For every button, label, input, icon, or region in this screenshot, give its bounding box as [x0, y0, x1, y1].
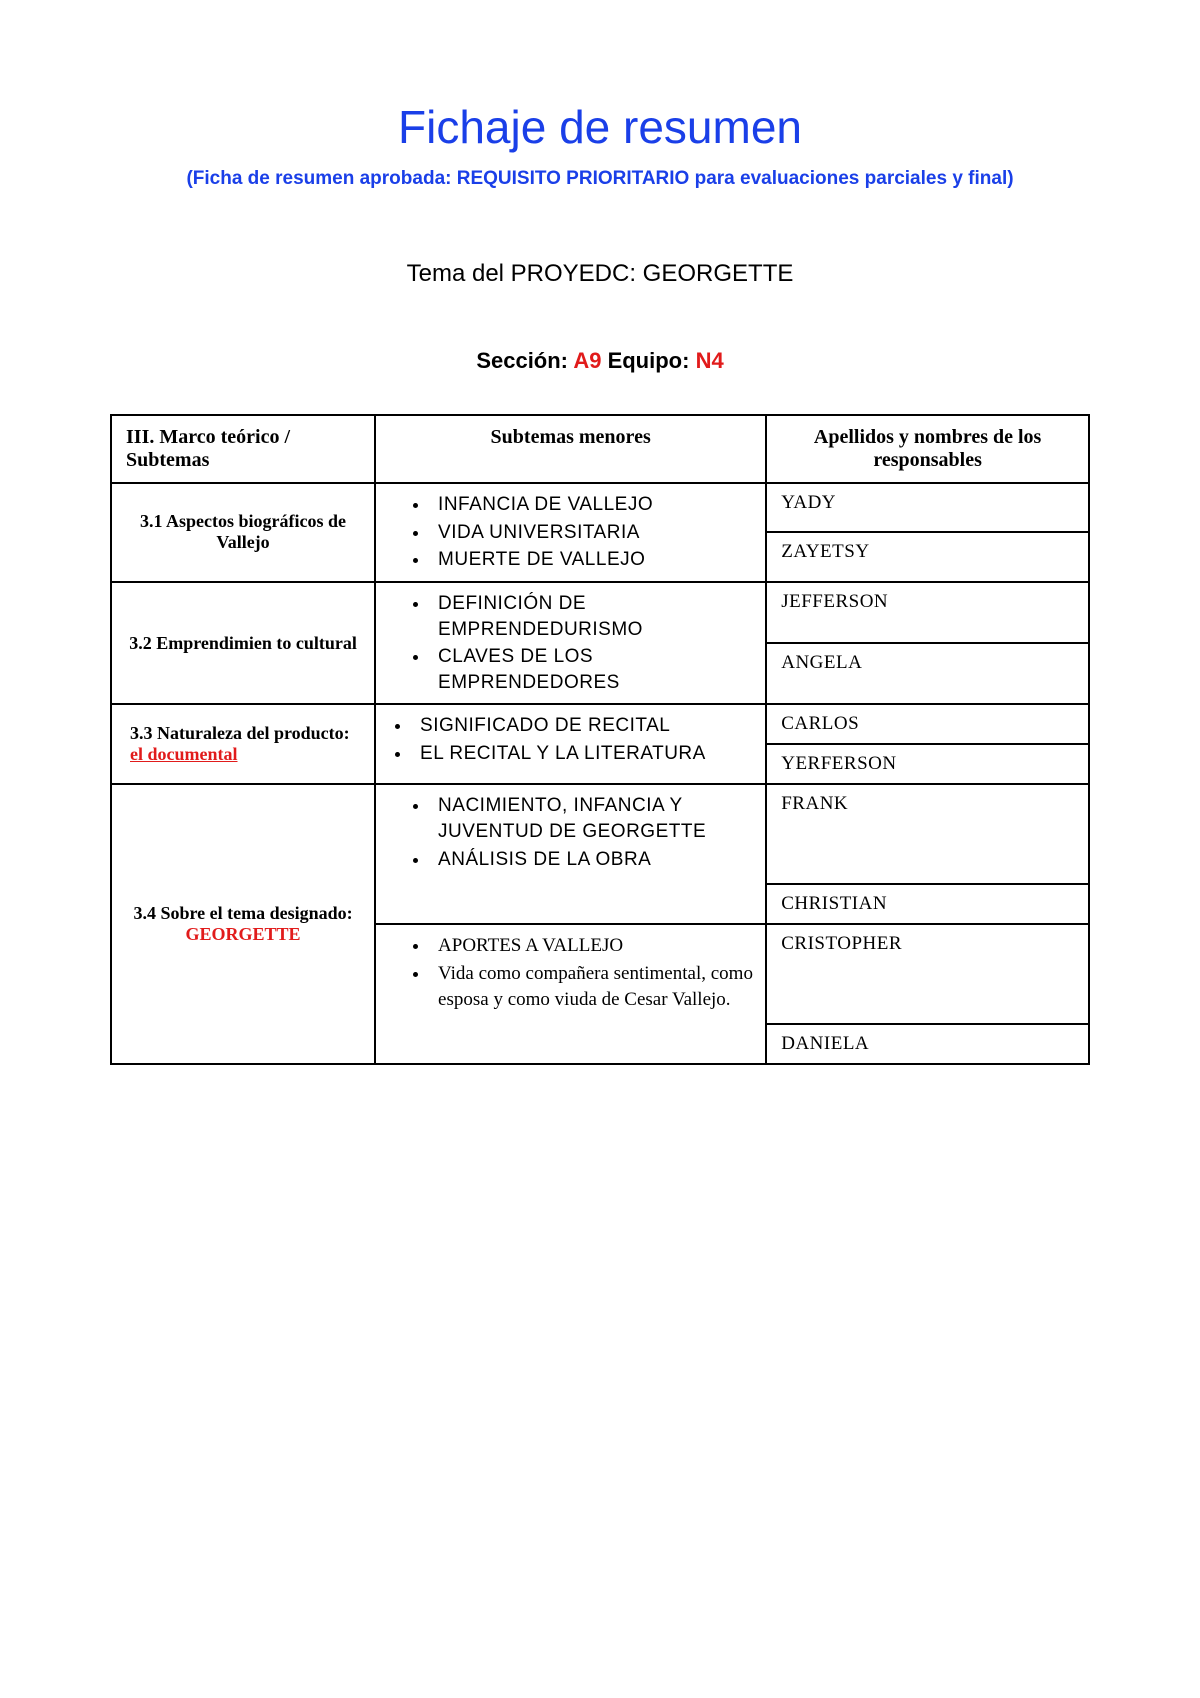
bullet-item: EL RECITAL Y LA LITERATURA [412, 741, 759, 767]
table-row: 3.4 Sobre el tema designado: GEORGETTE N… [111, 784, 1089, 884]
table-row: 3.3 Naturaleza del producto: el document… [111, 704, 1089, 744]
responsible-cell: ANGELA [766, 643, 1089, 704]
bullet-item: VIDA UNIVERSITARIA [430, 520, 755, 546]
bullet-list: INFANCIA DE VALLEJO VIDA UNIVERSITARIA M… [380, 492, 755, 573]
col-header-responsables: Apellidos y nombres de los responsables [766, 415, 1089, 483]
subthemes-cell: INFANCIA DE VALLEJO VIDA UNIVERSITARIA M… [375, 483, 766, 582]
subthemes-cell: DEFINICIÓN DE EMPRENDEDURISMO CLAVES DE … [375, 582, 766, 705]
responsible-cell: YERFERSON [766, 744, 1089, 784]
table-row: 3.1 Aspectos biográficos de Vallejo INFA… [111, 483, 1089, 532]
bullet-item: SIGNIFICADO DE RECITAL [412, 713, 759, 739]
bullet-item: DEFINICIÓN DE EMPRENDEDURISMO [430, 591, 755, 642]
team-label: Equipo: [608, 348, 690, 373]
responsible-cell: JEFFERSON [766, 582, 1089, 643]
bullet-item: INFANCIA DE VALLEJO [430, 492, 755, 518]
table-row: 3.2 Emprendimien to cultural DEFINICIÓN … [111, 582, 1089, 643]
subthemes-cell: APORTES A VALLEJO Vida como compañera se… [375, 924, 766, 1064]
subthemes-cell: NACIMIENTO, INFANCIA Y JUVENTUD DE GEORG… [375, 784, 766, 924]
bullet-item: ANÁLISIS DE LA OBRA [430, 847, 755, 873]
responsible-cell: YADY [766, 483, 1089, 532]
table-header-row: III. Marco teórico / Subtemas Subtemas m… [111, 415, 1089, 483]
row-label-3-2: 3.2 Emprendimien to cultural [111, 582, 375, 705]
col-header-menores: Subtemas menores [375, 415, 766, 483]
bullet-item: MUERTE DE VALLEJO [430, 547, 755, 573]
document-page: Fichaje de resumen (Ficha de resumen apr… [0, 0, 1200, 1145]
responsible-cell: DANIELA [766, 1024, 1089, 1064]
row-label-pre: 3.4 Sobre el tema designado: [133, 903, 352, 923]
bullet-list: SIGNIFICADO DE RECITAL EL RECITAL Y LA L… [376, 713, 759, 766]
responsible-cell: FRANK [766, 784, 1089, 884]
bullet-item: CLAVES DE LOS EMPRENDEDORES [430, 644, 755, 695]
team-value: N4 [696, 348, 724, 373]
responsible-cell: CARLOS [766, 704, 1089, 744]
project-topic: Tema del PROYEDC: GEORGETTE [110, 260, 1090, 288]
row-label-3-4: 3.4 Sobre el tema designado: GEORGETTE [111, 784, 375, 1064]
bullet-list: DEFINICIÓN DE EMPRENDEDURISMO CLAVES DE … [380, 591, 755, 696]
page-title: Fichaje de resumen [110, 100, 1090, 154]
section-value: A9 [573, 348, 601, 373]
row-label-red: GEORGETTE [186, 924, 301, 944]
row-label-red: el documental [130, 744, 238, 764]
responsible-cell: CHRISTIAN [766, 884, 1089, 924]
row-label-pre: 3.3 Naturaleza del producto: [130, 723, 350, 743]
section-label: Sección: [476, 348, 568, 373]
bullet-item: Vida como compañera sentimental, como es… [430, 961, 755, 1012]
responsible-cell: ZAYETSY [766, 532, 1089, 581]
bullet-list: NACIMIENTO, INFANCIA Y JUVENTUD DE GEORG… [380, 793, 755, 872]
row-label-3-1: 3.1 Aspectos biográficos de Vallejo [111, 483, 375, 582]
subthemes-cell: SIGNIFICADO DE RECITAL EL RECITAL Y LA L… [375, 704, 766, 784]
col-header-subtemas: III. Marco teórico / Subtemas [111, 415, 375, 483]
responsible-cell: CRISTOPHER [766, 924, 1089, 1024]
bullet-item: NACIMIENTO, INFANCIA Y JUVENTUD DE GEORG… [430, 793, 755, 844]
bullet-item: APORTES A VALLEJO [430, 933, 755, 959]
section-team-line: Sección: A9 Equipo: N4 [110, 348, 1090, 374]
summary-table: III. Marco teórico / Subtemas Subtemas m… [110, 414, 1090, 1065]
row-label-3-3: 3.3 Naturaleza del producto: el document… [111, 704, 375, 784]
bullet-list: APORTES A VALLEJO Vida como compañera se… [380, 933, 755, 1012]
page-subtitle: (Ficha de resumen aprobada: REQUISITO PR… [110, 168, 1090, 190]
